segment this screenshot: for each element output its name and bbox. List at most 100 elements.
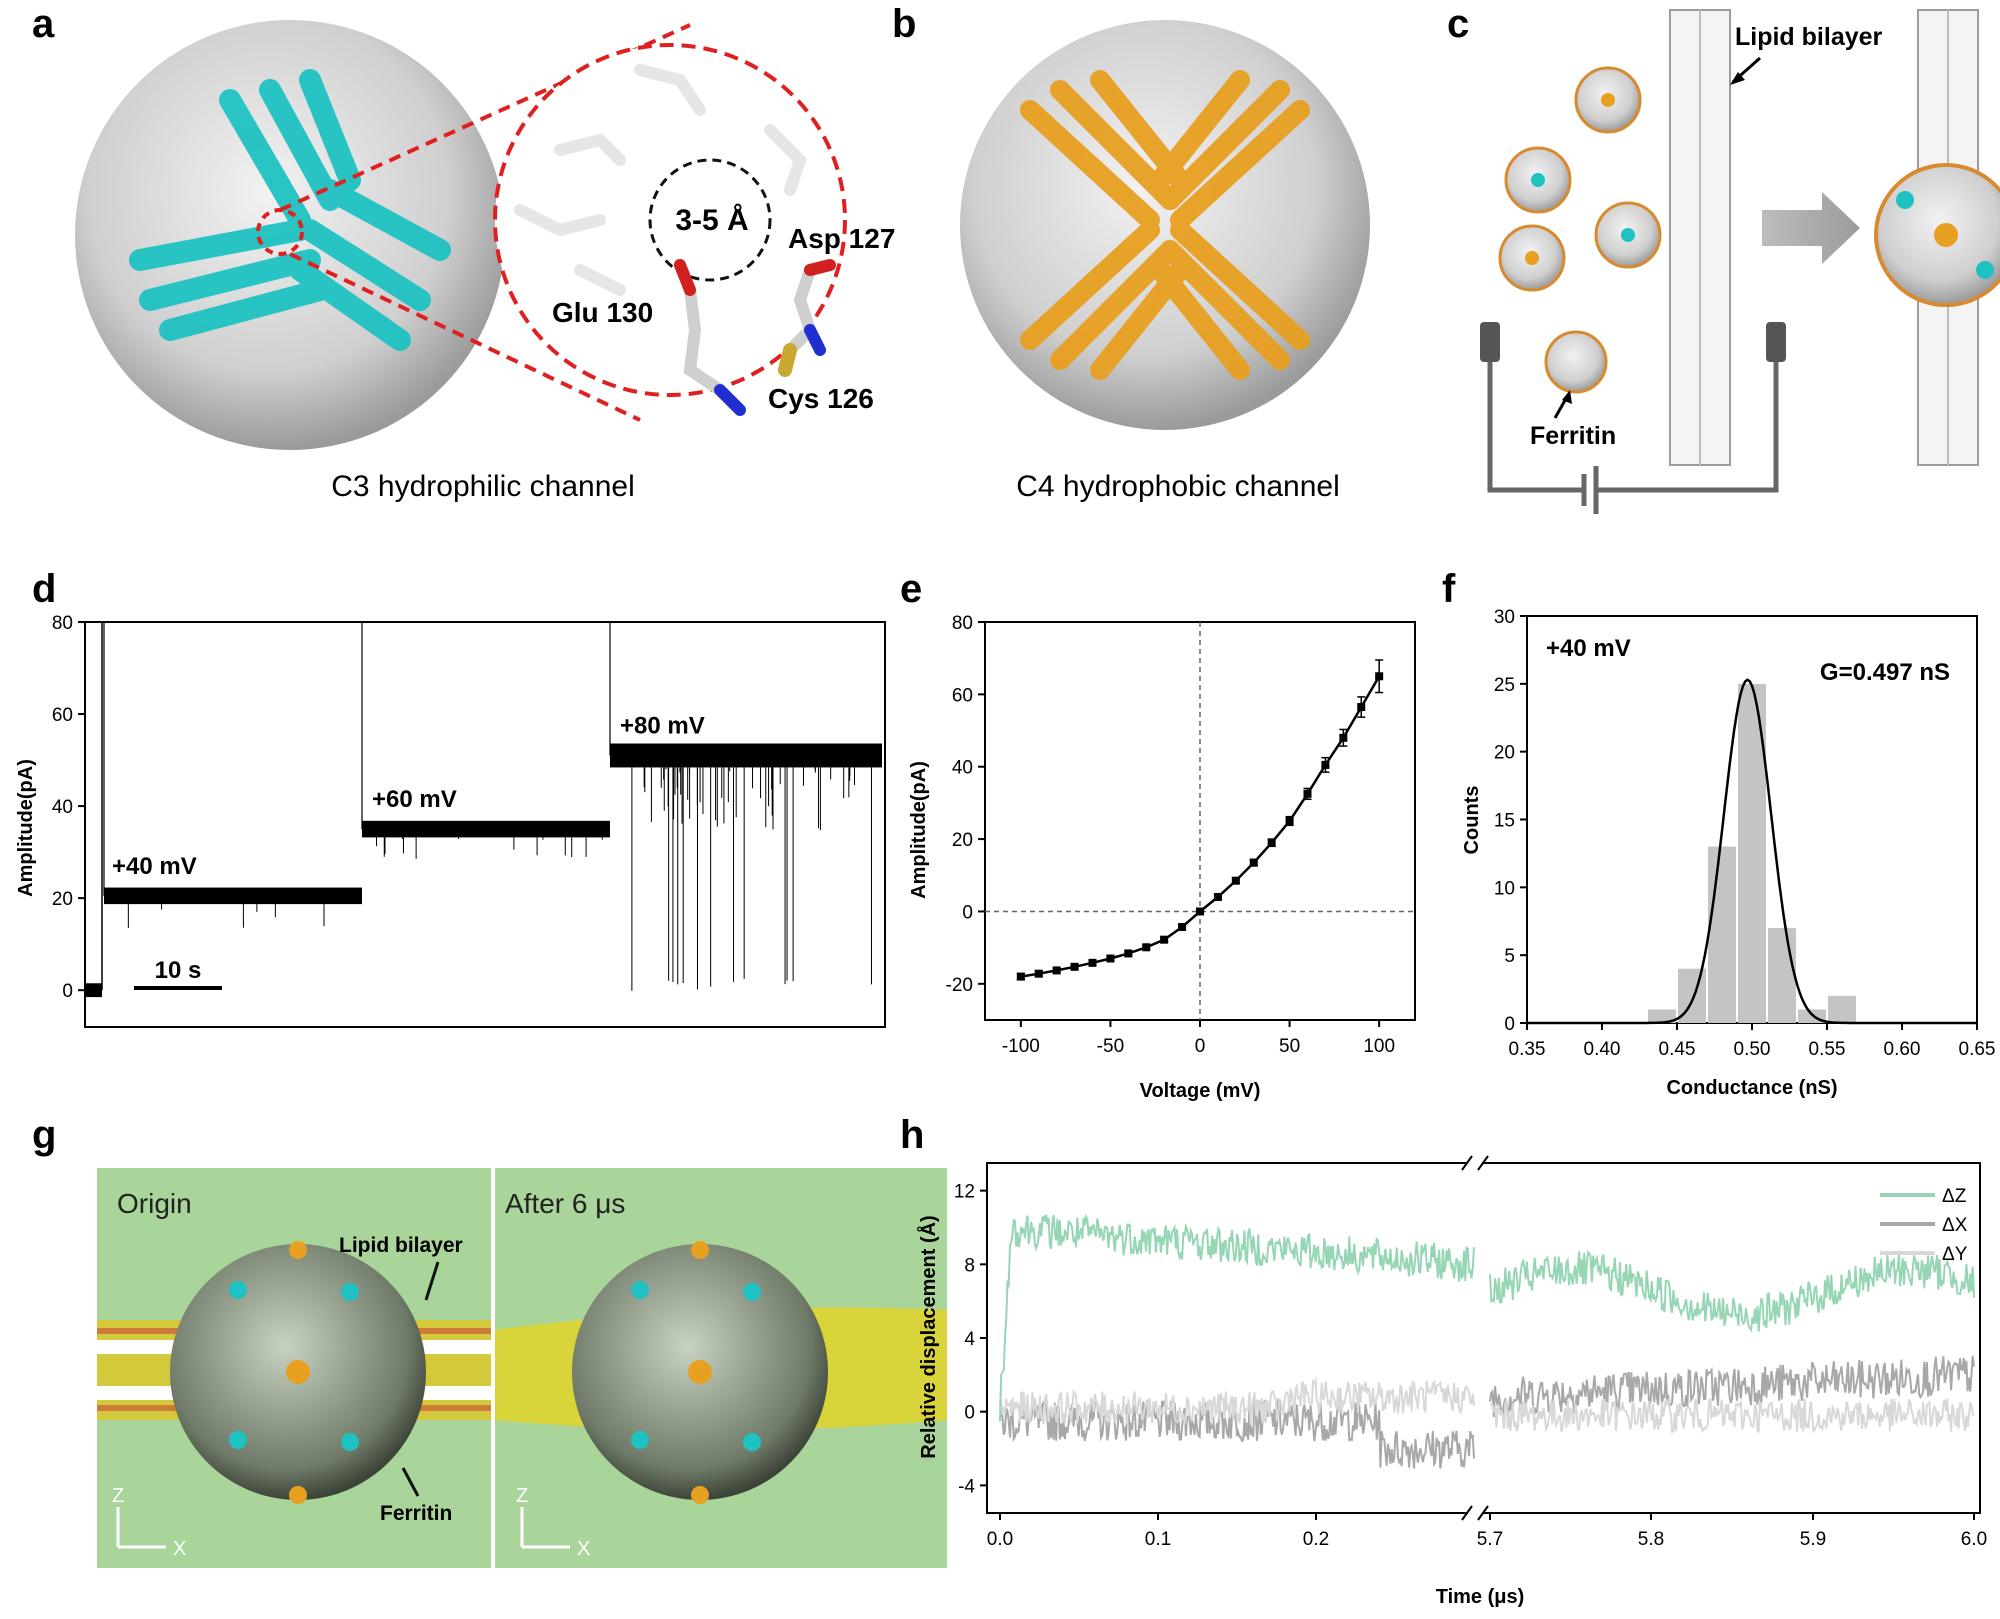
ticks-f: 0.35 0.40 0.45 0.50 0.55 0.60 0.65 0 5 10 15 20 25 30 xyxy=(1494,607,1996,1060)
data-point-e xyxy=(1124,949,1133,958)
xtick-label-f: 0.55 xyxy=(1809,1039,1846,1060)
caption-b: C4 hydrophobic channel xyxy=(1016,470,1340,503)
xtick-label-e: -100 xyxy=(1002,1036,1040,1057)
data-point-e xyxy=(1106,954,1115,963)
panel-f: 0.35 0.40 0.45 0.50 0.55 0.60 0.65 0 5 10 15 20 25 30… xyxy=(1461,607,1995,1099)
ytick-label-f: 15 xyxy=(1494,811,1515,832)
ytick-label-h: -4 xyxy=(958,1476,975,1497)
xtick-label-h: 5.8 xyxy=(1638,1529,1664,1550)
trace-dx xyxy=(999,1397,1475,1469)
data-point-e xyxy=(1375,672,1384,681)
residue-asp127: Asp 127 xyxy=(788,223,895,254)
md-highlights xyxy=(229,1241,761,1504)
data-point-e xyxy=(1070,962,1079,971)
panel-e: -100 -50 0 50 100 -20 0 20 40 60 80 Voltage (mV) A… xyxy=(908,613,1416,1102)
panel-letter-f: f xyxy=(1442,567,1456,611)
caption-a: C3 hydrophilic channel xyxy=(331,470,635,503)
segment-labels-d: +40 mV +60 mV +80 mV xyxy=(112,712,705,879)
lipid-bilayer-left xyxy=(1669,9,1731,466)
ytick-label-h: 4 xyxy=(964,1329,975,1350)
arrow-bilayer-g xyxy=(424,1261,440,1301)
ytick-label-h: 0 xyxy=(964,1403,975,1424)
histogram-bar-f xyxy=(1648,1009,1676,1023)
ytick-label-e: 20 xyxy=(952,830,973,851)
label-lipid-bilayer-g: Lipid bilayer xyxy=(339,1234,463,1257)
circuit-wire xyxy=(1487,362,1779,493)
xtick-label-e: 0 xyxy=(1195,1036,1206,1057)
ytick-label-f: 0 xyxy=(1504,1014,1515,1035)
panel-h: -4 0 4 8 12 0.0 0.1 0.2 5.7 5.8 5.9 6.0 ΔZ ΔX ΔY Time… xyxy=(916,1155,1987,1608)
traces-h xyxy=(999,1213,1975,1469)
ytick-label-e: -20 xyxy=(946,975,973,996)
ytick-label-h: 8 xyxy=(964,1255,975,1276)
ytick-label-d: 0 xyxy=(62,981,73,1002)
ticks-e: -100 -50 0 50 100 -20 0 20 40 60 80 xyxy=(946,613,1395,1057)
ytick-label-h: 12 xyxy=(954,1182,975,1203)
annotation-f: +40 mV xyxy=(1546,635,1631,662)
ferritin-particles-c xyxy=(1498,66,1662,394)
xtick-label-e: -50 xyxy=(1097,1036,1124,1057)
data-point-e xyxy=(1231,876,1240,885)
label-lipid-bilayer-c: Lipid bilayer xyxy=(1735,23,1883,51)
ytick-label-f: 10 xyxy=(1494,878,1515,899)
yticks-d: 0 20 40 60 80 xyxy=(52,613,85,1002)
pore-circle xyxy=(648,158,772,282)
axes-h xyxy=(986,1162,1981,1514)
xtick-label-f: 0.60 xyxy=(1884,1039,1921,1060)
xtick-label-e: 100 xyxy=(1363,1036,1395,1057)
ylabel-e: Amplitude(pA) xyxy=(908,761,930,899)
xtick-label-f: 0.65 xyxy=(1959,1039,1996,1060)
panel-g: Origin After 6 μs Lipid bilayer Ferritin… xyxy=(97,1168,947,1568)
xtick-label-f: 0.50 xyxy=(1734,1039,1771,1060)
arrowhead-bilayer-c xyxy=(1730,72,1745,85)
axis-break-marks xyxy=(1461,1155,1489,1521)
baseline-d xyxy=(86,983,102,998)
label-ferritin-g: Ferritin xyxy=(380,1502,452,1525)
legend-label-h: ΔX xyxy=(1942,1215,1968,1236)
histogram-bars-f xyxy=(1648,683,1856,1023)
ytick-label-e: 60 xyxy=(952,685,973,706)
trace-dz xyxy=(999,1213,1475,1422)
trace-dy xyxy=(999,1376,1475,1425)
data-point-e xyxy=(1339,733,1348,742)
cyan-helices-a xyxy=(129,69,451,351)
trace-dx xyxy=(1489,1355,1975,1418)
fit-label-f: G=0.497 nS xyxy=(1820,659,1950,686)
ferritin-inserted-core xyxy=(1934,223,1958,247)
residue-sticks xyxy=(674,259,836,416)
ytick-label-d: 60 xyxy=(52,705,73,726)
xtick-label-f: 0.40 xyxy=(1584,1039,1621,1060)
data-point-e xyxy=(1357,703,1366,712)
ytick-label-e: 40 xyxy=(952,758,973,779)
residue-glu130: Glu 130 xyxy=(552,297,653,328)
panel-letter-d: d xyxy=(32,567,56,611)
xlabel-e: Voltage (mV) xyxy=(1140,1080,1261,1102)
process-arrow xyxy=(1762,192,1860,264)
panel-a: 3-5 Å Asp 127 Glu 130 Cys 126 C3 hydroph… xyxy=(75,20,895,503)
data-point-e xyxy=(1249,858,1258,867)
md-title-left: Origin xyxy=(117,1188,192,1219)
ytick-label-f: 25 xyxy=(1494,675,1515,696)
panel-d: 0 20 40 60 80 +40 mV +60 mV +80 mV Amplitude(p… xyxy=(15,613,886,1028)
axis-triad-left xyxy=(116,1507,166,1549)
trace-d xyxy=(86,622,882,998)
axis-x-right: X xyxy=(577,1538,590,1560)
xlabel-f: Conductance (nS) xyxy=(1666,1077,1837,1099)
arrow-ferritin-g xyxy=(401,1467,420,1497)
panel-letter-g: g xyxy=(32,1113,56,1157)
axis-break-gap xyxy=(1468,1156,1482,1520)
legend-label-h: ΔY xyxy=(1942,1244,1968,1265)
data-point-e xyxy=(1160,935,1169,944)
residue-sticks-faint xyxy=(514,64,807,296)
ytick-label-f: 30 xyxy=(1494,607,1515,628)
current-band-d xyxy=(104,887,362,905)
data-point-e xyxy=(1088,958,1097,967)
histogram-bar-f xyxy=(1768,928,1796,1023)
xtick-label-f: 0.35 xyxy=(1509,1039,1546,1060)
zoom-line-bottom xyxy=(289,252,641,422)
ylabel-h: Relative displacement (Å) xyxy=(916,1215,940,1458)
histogram-bar-f xyxy=(1828,995,1856,1023)
arrowhead-ferritin-c xyxy=(1562,390,1572,404)
trace-dz xyxy=(1489,1249,1975,1333)
ytick-label-d: 40 xyxy=(52,797,73,818)
